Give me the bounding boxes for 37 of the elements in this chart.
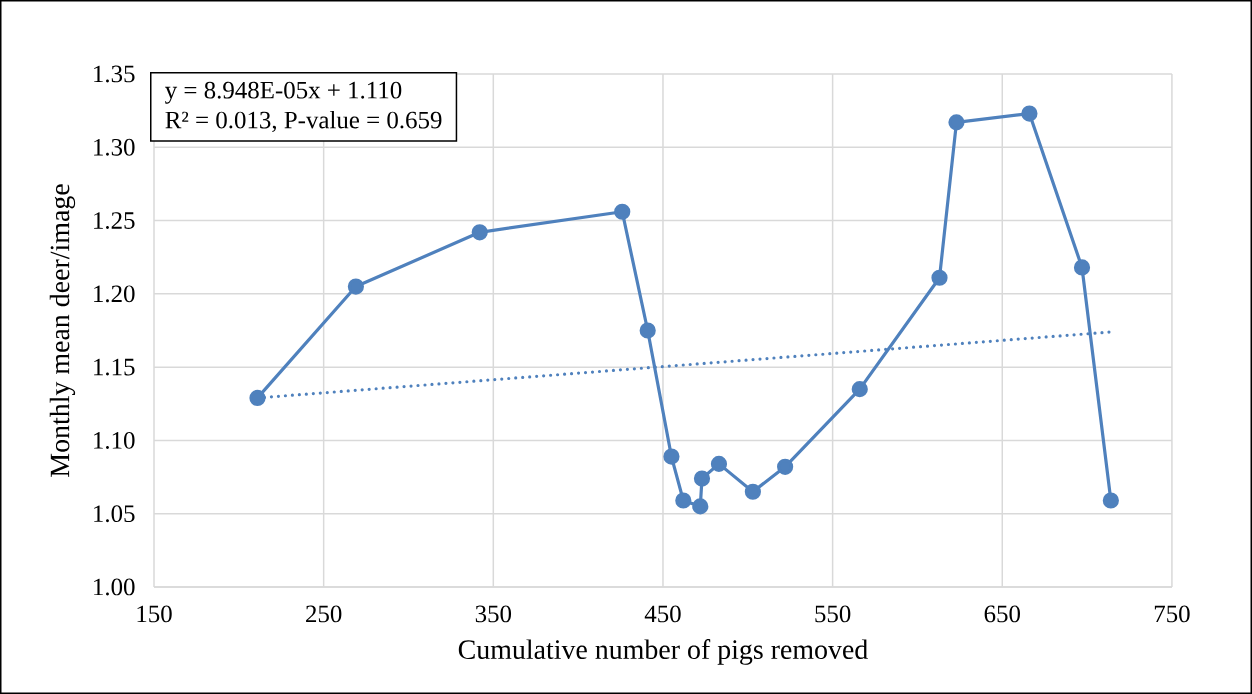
point <box>471 224 488 241</box>
annotation: y = 8.948E-05x + 1.110 <box>165 81 402 104</box>
point <box>675 492 692 509</box>
point <box>692 498 709 515</box>
y-tick-label: 1.20 <box>94 285 135 303</box>
point <box>663 448 680 465</box>
point <box>639 322 656 339</box>
point <box>931 269 948 286</box>
x-tick-label: 250 <box>306 605 342 623</box>
point <box>249 389 266 407</box>
point <box>693 470 711 487</box>
y-tick-label: 1.10 <box>94 431 135 449</box>
point <box>614 203 631 220</box>
x-tick-label: 150 <box>137 605 172 623</box>
y-tick-label: 1.25 <box>94 212 135 229</box>
annotation: R² = 0.013, P-value = 0.659 <box>165 110 442 133</box>
x-tick-label: 750 <box>1154 605 1190 623</box>
x-tick-label: 450 <box>644 605 681 623</box>
x-tick-label: 550 <box>815 605 851 623</box>
y-tick-label: 1.15 <box>94 358 135 376</box>
point <box>744 483 761 500</box>
point <box>347 278 364 295</box>
point <box>948 114 965 131</box>
y-tick-label: 1.30 <box>94 138 135 156</box>
y-axis-title: Monthly mean deer/image <box>49 184 76 477</box>
y-tick-label: 1.00 <box>94 578 135 596</box>
point <box>710 455 728 472</box>
y-tick-label: 1.35 <box>94 65 135 83</box>
point <box>851 381 868 398</box>
point <box>1021 105 1038 122</box>
y-tick-label: 1.05 <box>94 505 135 523</box>
point <box>1102 492 1119 509</box>
point <box>777 458 794 475</box>
x-tick-label: 350 <box>475 605 512 623</box>
point <box>1073 259 1091 276</box>
x-tick-label: 650 <box>984 605 1020 623</box>
x-axis-title: Cumulative number of pigs removed <box>458 639 868 665</box>
